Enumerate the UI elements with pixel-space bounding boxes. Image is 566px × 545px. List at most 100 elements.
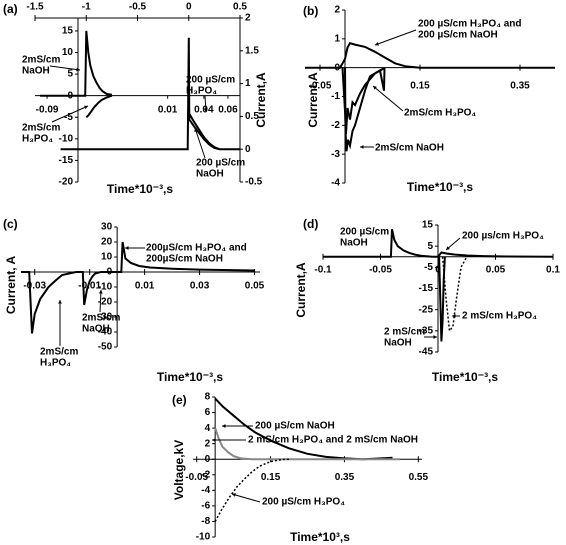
- y-tick-label: -2: [201, 469, 210, 480]
- y-tick-label: 30: [101, 222, 113, 233]
- arrow-head: [232, 493, 236, 497]
- data-line: [305, 42, 555, 69]
- annotation: 2 mS/cm: [384, 327, 425, 338]
- annotation: 2 mS/cm H₃PO₄ and 2 mS/cm NaOH: [248, 435, 418, 446]
- data-line: [21, 271, 77, 334]
- x-tick-label: 0.01: [135, 281, 155, 292]
- x2-tick-label: 0.01: [158, 104, 178, 115]
- x-tick-label: -0.03: [23, 281, 46, 292]
- data-line: [323, 228, 433, 258]
- x-tick-label: 0.5: [233, 2, 247, 13]
- y-tick-label: -5: [64, 112, 73, 123]
- y-tick-label: -50: [98, 342, 113, 353]
- data-line: [341, 66, 386, 135]
- x-tick-label: -0.05: [309, 80, 332, 91]
- annotation: 200 µs/cm H₃PO₄: [462, 231, 544, 242]
- y-tick-label: -3: [331, 149, 340, 160]
- panel-label: (b): [303, 4, 318, 18]
- y2-tick-label: 1.5: [245, 45, 259, 56]
- y-tick-label: 2: [334, 5, 340, 16]
- y-tick-label: -20: [98, 297, 113, 308]
- x-tick-label: -0.01: [78, 281, 101, 292]
- arrow-head: [98, 290, 103, 294]
- y-tick-label: -10: [98, 282, 113, 293]
- y-axis-title: Current,A: [294, 262, 308, 318]
- x-tick-label: 0.05: [486, 264, 506, 275]
- y-tick-label: 1: [334, 33, 340, 44]
- arrow-head: [194, 128, 198, 132]
- arrow: [194, 127, 206, 159]
- x-axis-title: Time*10⁻³,s: [407, 180, 473, 194]
- panel-label: (d): [303, 217, 318, 231]
- arrow: [372, 85, 404, 112]
- arrow-head: [375, 41, 379, 46]
- y-tick-label: 10: [62, 47, 74, 58]
- x-tick-label: 0.15: [261, 472, 281, 483]
- y-tick-label: -30: [98, 312, 113, 323]
- y-tick-label: -35: [419, 325, 434, 336]
- annotation: NaOH: [196, 169, 224, 180]
- x-tick-label: -0.05: [185, 472, 208, 483]
- x2-tick-label: 0.04: [194, 104, 214, 115]
- arrow: [99, 289, 102, 313]
- x-tick-label: -1.5: [26, 2, 44, 13]
- x-tick-label: 0.35: [510, 80, 530, 91]
- arrow-head: [84, 105, 88, 110]
- data-line: [75, 271, 101, 306]
- y-tick-label: 2: [205, 438, 211, 449]
- annotation: 2mS/cm: [22, 123, 60, 134]
- arrow-head: [58, 300, 62, 304]
- annotation: 200 µS/cm: [196, 158, 245, 169]
- x-axis-title: Time*10⁻³,s: [107, 182, 173, 196]
- y-tick-label: 15: [422, 220, 434, 231]
- y-tick-label: -25: [419, 304, 434, 315]
- y-axis-title: Current,A: [306, 72, 320, 128]
- annotation: 200µS/cm NaOH: [146, 254, 223, 265]
- x-tick-label: 0.1: [546, 264, 560, 275]
- y2-tick-label: 0: [245, 144, 251, 155]
- y-tick-label: -6: [201, 501, 210, 512]
- data-line: [100, 241, 255, 273]
- y-tick-label: -40: [98, 327, 113, 338]
- arrow: [49, 65, 81, 71]
- arrow-head: [125, 246, 129, 250]
- x-tick-label: 0.15: [410, 80, 430, 91]
- data-line: [40, 30, 113, 97]
- arrow-head: [446, 246, 450, 250]
- y-axis-title: Voltage,kV: [172, 440, 186, 500]
- annotation: H₃PO₄: [22, 134, 53, 145]
- x-tick-label: 0.05: [245, 281, 265, 292]
- x-tick-label: -0.05: [369, 264, 392, 275]
- arrow: [374, 29, 417, 46]
- y2-tick-label: 2: [245, 13, 251, 24]
- y-tick-label: 6: [205, 407, 211, 418]
- arrow-head: [433, 335, 437, 339]
- arrow-head: [203, 108, 208, 112]
- y-tick-label: -10: [196, 532, 211, 543]
- annotation: 2 mS/cm H₃PO₄: [462, 311, 537, 322]
- annotation: 2mS/cm: [22, 55, 60, 66]
- arrow-head: [76, 67, 80, 72]
- y-tick-label: -45: [419, 347, 434, 358]
- data-line: [344, 67, 386, 152]
- arrow-head: [222, 424, 226, 428]
- data-line: [214, 458, 290, 522]
- panel-label: (a): [3, 2, 18, 16]
- arrow-head: [360, 145, 364, 149]
- x-tick-label: 0: [435, 264, 441, 275]
- annotation: 2mS/cm: [40, 347, 78, 358]
- annotation: 2mS/cm NaOH: [375, 143, 444, 154]
- y-tick-label: 4: [205, 423, 211, 434]
- x-axis-title: Time*10⁻³,s: [157, 370, 223, 384]
- data-line: [214, 427, 400, 461]
- x-tick-label: 0.55: [409, 472, 429, 483]
- y-tick-label: -2: [331, 120, 340, 131]
- y-tick-label: 10: [101, 252, 113, 263]
- x-tick-label: 0.35: [335, 472, 355, 483]
- annotation: 200 µS/cm NaOH: [418, 30, 498, 41]
- y-tick-label: -4: [201, 485, 210, 496]
- y-tick-label: 5: [427, 241, 433, 252]
- x-tick-label: 0.03: [190, 281, 210, 292]
- panel-label: (c): [3, 217, 18, 231]
